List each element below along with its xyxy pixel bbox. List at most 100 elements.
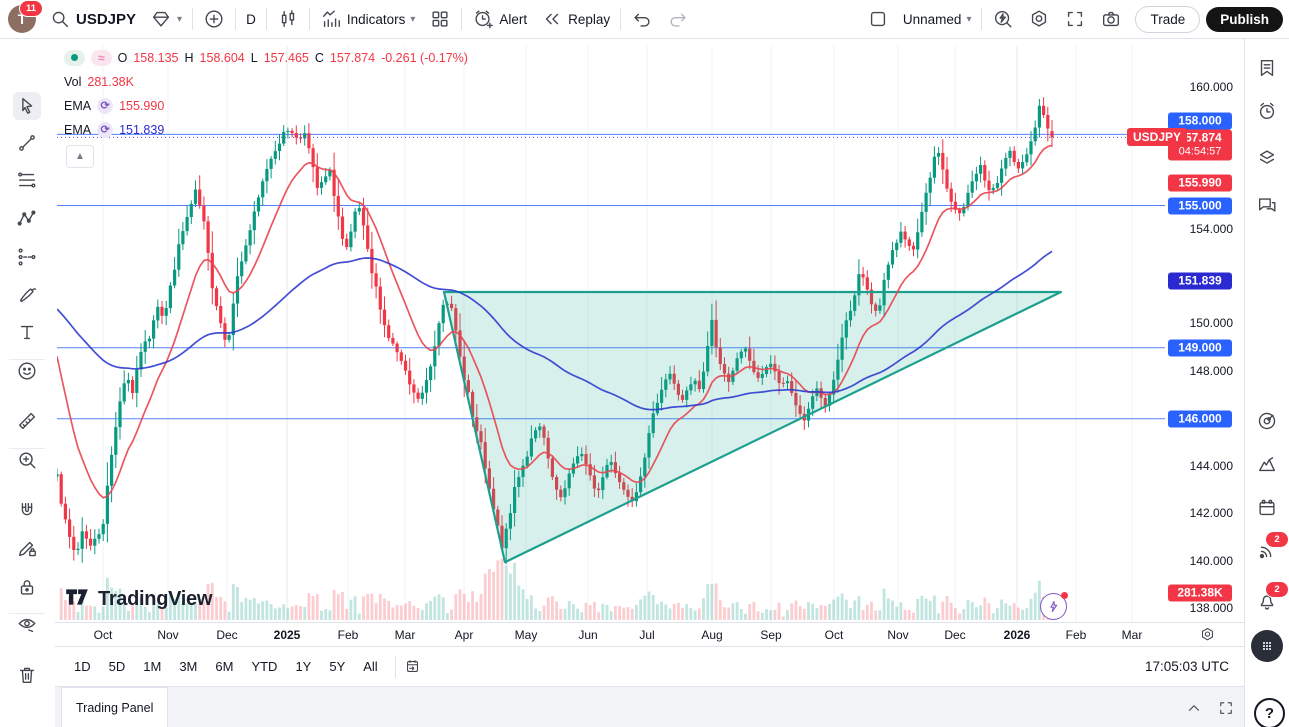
tradingview-watermark: TradingView bbox=[64, 584, 212, 615]
range-1y[interactable]: 1Y bbox=[295, 659, 312, 674]
high-value: 158.604 bbox=[199, 50, 245, 65]
gem-menu-button[interactable]: ▾ bbox=[143, 4, 189, 34]
tool-forecast[interactable] bbox=[13, 243, 41, 271]
range-ytd[interactable]: YTD bbox=[251, 659, 278, 674]
go-to-date-icon[interactable] bbox=[404, 658, 421, 675]
price-tick: 140.000 bbox=[1189, 554, 1233, 568]
toolbar-separator bbox=[981, 8, 983, 30]
tool-fib-retracement[interactable] bbox=[13, 166, 41, 194]
search-icon bbox=[49, 8, 71, 30]
text-icon bbox=[16, 321, 38, 343]
price-badge: 158.000 bbox=[1168, 112, 1232, 130]
range-1m[interactable]: 1M bbox=[143, 659, 162, 674]
ema-legend-row-2[interactable]: EMA ⟳ 151.839 bbox=[64, 120, 468, 139]
gem-icon bbox=[150, 8, 172, 30]
range-3m[interactable]: 3M bbox=[179, 659, 198, 674]
apps-grid-button[interactable] bbox=[1251, 630, 1283, 662]
range-1d[interactable]: 1D bbox=[74, 659, 91, 674]
panel-maximize-icon[interactable] bbox=[1217, 699, 1235, 717]
panel-expand-chevron-icon[interactable] bbox=[1185, 699, 1203, 717]
volume-value: 281.38K bbox=[87, 74, 134, 89]
replay-button[interactable]: Replay bbox=[534, 4, 617, 34]
indicators-button[interactable]: Indicators ▾ bbox=[313, 4, 423, 34]
interval-button[interactable]: D bbox=[239, 8, 263, 31]
sidebar-item-streams[interactable]: 2 bbox=[1253, 531, 1289, 565]
price-tick: 142.000 bbox=[1189, 506, 1233, 520]
settings-button[interactable] bbox=[1021, 4, 1057, 34]
tool-zoom-in[interactable] bbox=[13, 446, 41, 474]
price-scale[interactable]: 160.000 154.000 150.000 148.000 144.000 142.0… bbox=[1165, 45, 1245, 622]
tool-brush[interactable] bbox=[13, 281, 41, 309]
sidebar-item-alerts-clock[interactable] bbox=[1253, 97, 1281, 125]
candles-layer bbox=[55, 97, 1054, 565]
time-axis-label: Feb bbox=[1065, 628, 1087, 642]
chart-style-button[interactable] bbox=[270, 4, 306, 34]
time-axis-label: Feb bbox=[337, 628, 359, 642]
layout-grid-button[interactable] bbox=[422, 4, 458, 34]
time-axis-label: Sep bbox=[760, 628, 782, 642]
price-badge: 157.874 04:54:57 bbox=[1168, 129, 1232, 161]
sidebar-item-object-tree[interactable] bbox=[1253, 144, 1281, 172]
sidebar-item-calendar[interactable] bbox=[1253, 494, 1281, 522]
undo-button[interactable] bbox=[624, 4, 660, 34]
volume-legend-row[interactable]: Vol 281.38K bbox=[64, 72, 468, 91]
sidebar-item-notifications[interactable]: 2 bbox=[1253, 581, 1289, 615]
help-button[interactable]: ? bbox=[1254, 698, 1285, 727]
trading-panel-bar: Trading Panel bbox=[55, 686, 1245, 727]
redo-button[interactable] bbox=[660, 4, 696, 34]
snapshot-button[interactable] bbox=[1093, 4, 1129, 34]
tool-text[interactable] bbox=[13, 318, 41, 346]
tool-xabcd-pattern[interactable] bbox=[13, 204, 41, 232]
ema-legend-row-1[interactable]: EMA ⟳ 155.990 bbox=[64, 96, 468, 115]
axis-gear-icon[interactable] bbox=[1199, 626, 1216, 643]
trading-panel-tab[interactable]: Trading Panel bbox=[61, 687, 169, 727]
chart-legend: ≈ O 158.135 H 158.604 L 157.465 C 157.874 -0… bbox=[64, 48, 468, 144]
layout-name-button[interactable]: Unnamed ▾ bbox=[896, 8, 979, 31]
tool-ruler[interactable] bbox=[13, 407, 41, 435]
quick-search-button[interactable] bbox=[985, 4, 1021, 34]
symbol-name: USDJPY bbox=[76, 10, 137, 28]
ema-value: 151.839 bbox=[119, 122, 165, 137]
market-status-icon bbox=[64, 49, 85, 66]
compare-add-button[interactable] bbox=[196, 4, 232, 34]
ema-slow-line bbox=[56, 250, 1053, 411]
fullscreen-button[interactable] bbox=[1057, 4, 1093, 34]
technicals-spark-button[interactable] bbox=[1040, 592, 1068, 620]
tool-hide-all-drawings[interactable] bbox=[13, 610, 41, 638]
range-5d[interactable]: 5D bbox=[108, 659, 126, 674]
sidebar-item-watchlist[interactable] bbox=[1253, 54, 1281, 82]
symbol-legend-row[interactable]: ≈ O 158.135 H 158.604 L 157.465 C 157.874 -0… bbox=[64, 48, 468, 67]
legend-collapse-button[interactable]: ▲ bbox=[66, 145, 94, 168]
spark-alert-dot bbox=[1061, 592, 1068, 599]
time-axis[interactable]: Oct Nov Dec 2025 Feb Mar Apr May Jun Jul Aug Sep Oct… bbox=[55, 622, 1245, 647]
ruler-icon bbox=[16, 410, 38, 432]
sidebar-item-scanner[interactable] bbox=[1253, 407, 1281, 435]
tool-cursor[interactable] bbox=[13, 92, 41, 120]
range-5y[interactable]: 5Y bbox=[329, 659, 346, 674]
publish-button[interactable]: Publish bbox=[1206, 6, 1283, 32]
user-avatar[interactable]: T 11 bbox=[8, 0, 43, 33]
tool-magnet[interactable] bbox=[13, 497, 41, 525]
sidebar-item-ideas[interactable] bbox=[1253, 450, 1281, 478]
symbol-search-button[interactable]: USDJPY bbox=[42, 4, 143, 34]
volume-label: Vol bbox=[64, 74, 82, 89]
tool-drawing-mode-lock[interactable] bbox=[13, 534, 41, 562]
trade-button[interactable]: Trade bbox=[1135, 5, 1201, 33]
save-layout-checkbox[interactable] bbox=[860, 4, 896, 34]
tool-trend-line[interactable] bbox=[13, 129, 41, 157]
tool-lock-all-drawings[interactable] bbox=[13, 573, 41, 601]
chart-canvas[interactable] bbox=[55, 45, 1165, 622]
approx-icon: ≈ bbox=[91, 49, 112, 66]
low-value: 157.465 bbox=[263, 50, 309, 65]
price-tick: 144.000 bbox=[1189, 459, 1233, 473]
indicators-icon bbox=[320, 8, 342, 30]
session-clock[interactable]: 17:05:03 UTC bbox=[1144, 659, 1229, 674]
calendar-icon bbox=[1256, 497, 1278, 519]
tool-remove-all[interactable] bbox=[13, 661, 41, 689]
alert-button[interactable]: Alert bbox=[465, 4, 534, 34]
tradingview-logo-icon bbox=[64, 584, 90, 615]
range-all[interactable]: All bbox=[363, 659, 378, 674]
tool-emoji[interactable] bbox=[13, 357, 41, 385]
range-6m[interactable]: 6M bbox=[215, 659, 234, 674]
sidebar-item-chat[interactable] bbox=[1253, 191, 1281, 219]
